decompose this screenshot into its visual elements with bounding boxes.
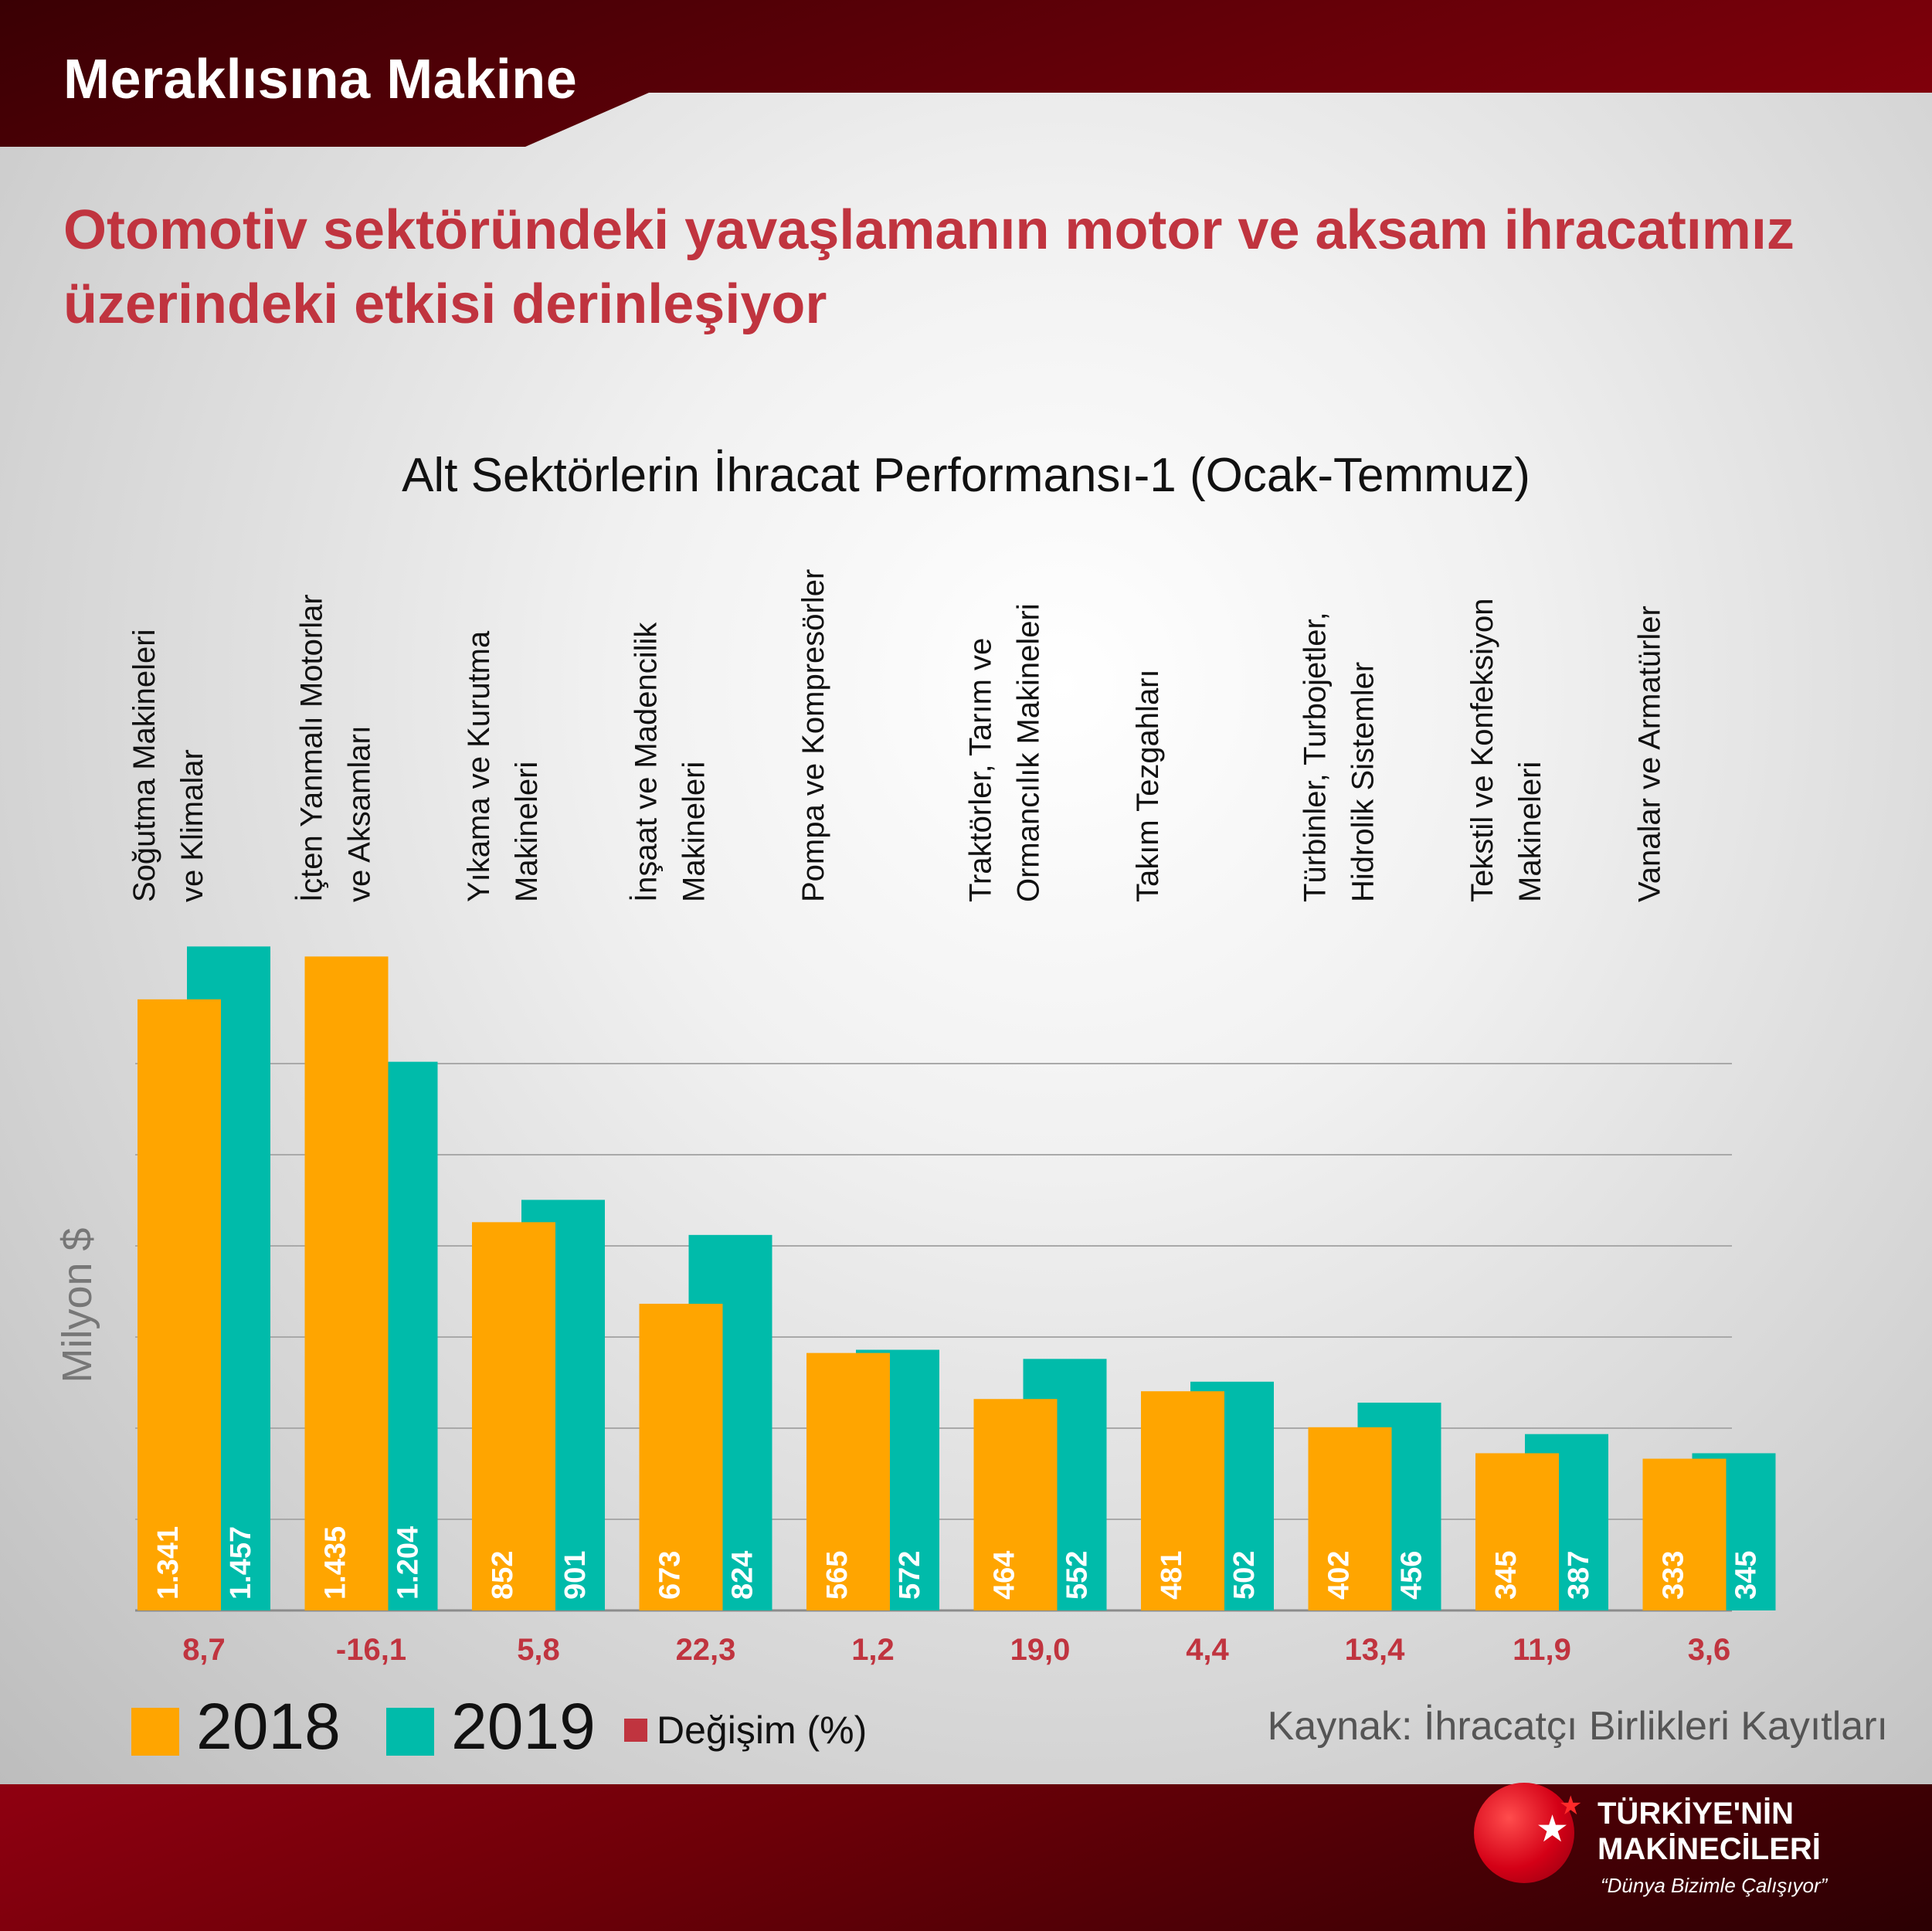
category-label: Yıkama ve Kurutma	[462, 630, 496, 902]
category-label: Hidrolik Sistemler	[1346, 662, 1380, 902]
data-label-2019: 502	[1228, 1551, 1261, 1600]
category-label: Takım Tezgahları	[1131, 669, 1165, 902]
change-label: 22,3	[676, 1633, 736, 1667]
data-label-2018: 565	[821, 1551, 854, 1600]
change-label: -16,1	[336, 1633, 406, 1667]
headline: Otomotiv sektöründeki yavaşlamanın motor…	[63, 199, 1794, 335]
legend-swatch-2019	[386, 1708, 434, 1756]
data-label-2019: 345	[1730, 1551, 1763, 1600]
category-label: Makineleri	[677, 762, 711, 902]
change-label: 13,4	[1345, 1633, 1406, 1667]
data-label-2018: 345	[1490, 1551, 1523, 1600]
chart-title: Alt Sektörlerin İhracat Performansı-1 (O…	[402, 449, 1530, 502]
source-note: Kaynak: İhracatçı Birlikleri Kayıtları	[1267, 1704, 1888, 1749]
bar-2018	[1642, 1458, 1727, 1610]
bar-2018	[138, 999, 221, 1610]
data-label-2018: 852	[487, 1551, 519, 1600]
change-label: 19,0	[1010, 1633, 1071, 1667]
legend-label-2019: 2019	[451, 1690, 596, 1763]
logo-text-line1: TÜRKİYE'NİN	[1598, 1797, 1794, 1831]
logo-circle	[1474, 1783, 1574, 1883]
category-label: Traktörler, Tarım ve	[964, 638, 998, 902]
data-label-2019: 1.457	[225, 1526, 257, 1600]
bar-2018	[472, 1222, 555, 1610]
data-label-2019: 1.204	[392, 1526, 425, 1600]
legend-swatch-change	[624, 1719, 647, 1742]
bar-2018	[639, 1303, 723, 1610]
change-label: 11,9	[1513, 1633, 1571, 1667]
bar-2018	[973, 1399, 1058, 1610]
data-label-2019: 901	[559, 1551, 592, 1600]
data-label-2018: 402	[1323, 1551, 1356, 1600]
bar-2018	[1475, 1453, 1559, 1610]
legend-label-2018: 2018	[196, 1690, 341, 1763]
data-label-2018: 673	[654, 1551, 687, 1600]
category-label: Ormancılık Makineleri	[1012, 603, 1046, 902]
category-label: Makineleri	[510, 762, 544, 902]
section-title: Meraklısına Makine	[63, 49, 578, 110]
data-label-2019: 552	[1061, 1551, 1094, 1600]
bar-2018	[1308, 1427, 1392, 1610]
category-label: Soğutma Makineleri	[127, 630, 161, 903]
logo-small-star-icon: ★	[1559, 1791, 1583, 1821]
legend-swatch-2018	[131, 1708, 179, 1756]
logo-tagline: “Dünya Bizimle Çalışıyor”	[1601, 1874, 1828, 1897]
category-label: Makineleri	[1513, 762, 1547, 902]
category-label: Türbinler, Turbojetler,	[1299, 612, 1333, 902]
category-label: Tekstil ve Konfeksiyon	[1465, 598, 1499, 902]
category-label: ve Aksamları	[343, 725, 377, 902]
bar-2018	[304, 956, 389, 1610]
data-label-2019: 456	[1396, 1551, 1428, 1600]
change-label: 4,4	[1186, 1633, 1229, 1667]
category-label: Pompa ve Kompresörler	[796, 569, 830, 902]
legend-label-change: Değişim (%)	[657, 1709, 868, 1752]
change-label: 1,2	[851, 1633, 895, 1667]
change-label: 3,6	[1688, 1633, 1731, 1667]
data-label-2018: 333	[1658, 1551, 1690, 1600]
data-label-2018: 1.341	[152, 1526, 185, 1600]
y-axis-label: Milyon $	[54, 1227, 100, 1383]
data-label-2019: 824	[727, 1551, 759, 1600]
data-label-2018: 481	[1156, 1551, 1188, 1600]
change-label: 5,8	[517, 1633, 560, 1667]
category-label: ve Klimalar	[175, 749, 209, 902]
change-label: 8,7	[182, 1633, 226, 1667]
bar-chart: Milyon $ 1.341 1.457 8,7 Soğutma Makineleri v…	[54, 569, 1776, 1667]
data-label-2019: 572	[894, 1551, 926, 1600]
data-label-2018: 1.435	[320, 1526, 352, 1600]
data-label-2018: 464	[989, 1551, 1021, 1600]
bar-2018	[806, 1352, 890, 1610]
category-label: Vanalar ve Armatürler	[1633, 606, 1667, 902]
category-label: İçten Yanmalı Motorlar	[294, 594, 329, 902]
data-label-2019: 387	[1563, 1551, 1595, 1600]
category-label: İnşaat ve Madencilik	[629, 622, 664, 902]
logo-star-icon: ★	[1536, 1809, 1570, 1850]
bar-2018	[1141, 1391, 1224, 1610]
logo-text-line2: MAKİNECİLERİ	[1598, 1832, 1821, 1866]
